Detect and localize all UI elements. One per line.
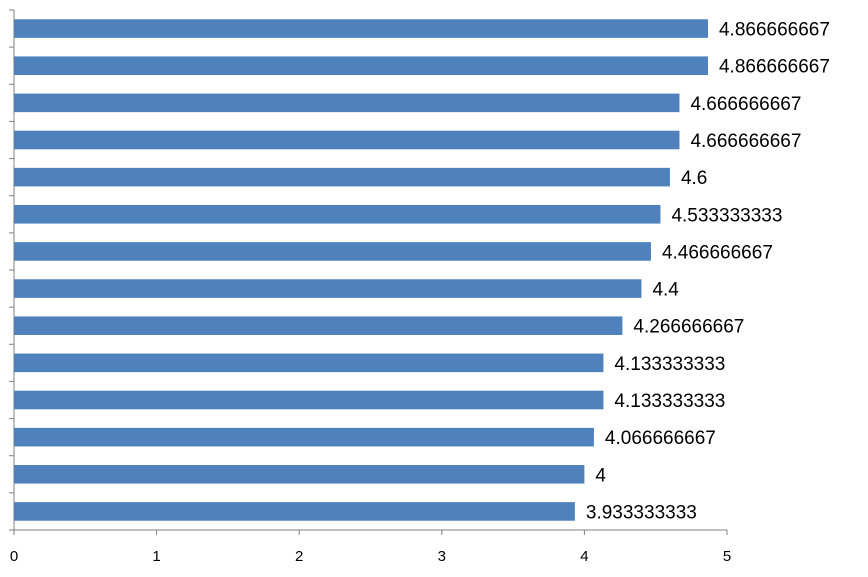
data-label: 4	[595, 465, 606, 486]
data-label: 4.133333333	[614, 391, 725, 412]
data-label: 4.533333333	[671, 205, 782, 226]
data-label: 4.4	[652, 280, 679, 301]
bar	[14, 56, 708, 75]
data-label: 3.933333333	[586, 502, 697, 523]
data-label: 4.666666667	[690, 131, 801, 152]
data-label: 4.666666667	[690, 94, 801, 115]
bar	[14, 427, 594, 447]
data-label: 4.866666667	[719, 20, 830, 41]
data-label: 4.133333333	[614, 354, 725, 375]
bar	[14, 502, 575, 521]
x-tick-labels: 0 1 2 3 4 5	[10, 548, 731, 565]
x-tick-label: 1	[152, 548, 160, 565]
data-label: 4.066666667	[605, 428, 716, 449]
bars	[14, 19, 708, 521]
bar	[14, 130, 680, 150]
data-label: 4.266666667	[633, 317, 744, 338]
data-label: 4.866666667	[719, 57, 830, 78]
bar	[14, 353, 604, 373]
bar	[14, 242, 651, 261]
data-label: 4.6	[681, 168, 707, 189]
bar	[14, 93, 680, 113]
x-tick-label: 2	[295, 548, 303, 565]
bar	[14, 465, 585, 484]
x-tick-label: 4	[580, 548, 588, 565]
bar	[14, 19, 708, 38]
x-tick-label: 0	[10, 548, 18, 565]
bar	[14, 167, 670, 187]
bar	[14, 205, 661, 224]
data-label: 4.466666667	[662, 242, 773, 263]
bar	[14, 316, 623, 335]
axes	[9, 9, 728, 535]
bar	[14, 390, 604, 410]
bar	[14, 279, 642, 298]
x-tick-label: 3	[438, 548, 446, 565]
data-labels: 4.866666667 4.866666667 4.666666667 4.66666…	[586, 20, 830, 524]
x-tick-label: 5	[723, 548, 731, 565]
